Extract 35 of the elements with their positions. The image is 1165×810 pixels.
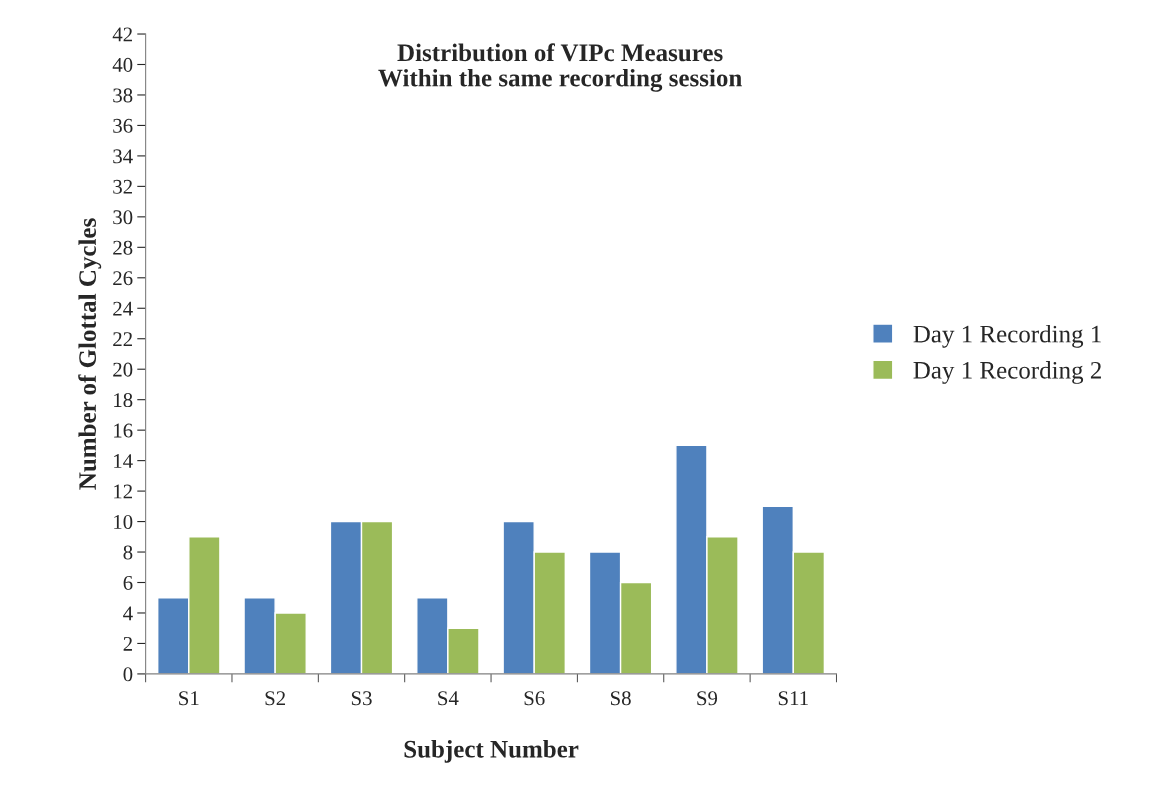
legend-label: Day 1 Recording 2 (913, 361, 1101, 384)
y-tick-label: 40 (112, 57, 133, 72)
y-tick-label: 18 (114, 393, 133, 408)
y-tick-label: 2 (123, 636, 132, 651)
y-axis-title: Number of Glottal Cycles (78, 218, 102, 490)
y-tick-label: 8 (123, 545, 133, 560)
y-tick-label: 16 (114, 423, 133, 438)
x-tick-label: S9 (697, 691, 718, 706)
y-tick-label: 6 (123, 575, 133, 590)
y-tick-label: 12 (114, 484, 132, 499)
y-tick-label: 10 (114, 514, 133, 529)
y-tick-label: 38 (113, 88, 133, 103)
legend-label: Day 1 Recording 1 (913, 324, 1101, 348)
x-axis-title: Subject Number (404, 740, 579, 763)
y-tick-label: 20 (113, 362, 133, 377)
x-tick-label: S3 (351, 691, 372, 706)
y-tick-label: 32 (113, 179, 132, 194)
y-tick-label: 22 (113, 332, 132, 346)
y-tick-label: 42 (112, 27, 132, 42)
y-tick-label: 36 (113, 118, 133, 133)
x-tick-label: S6 (524, 691, 545, 706)
y-tick-label: 14 (114, 454, 133, 468)
x-tick-label: S11 (778, 691, 808, 706)
x-tick-label: S8 (610, 691, 631, 706)
text: Distribution of VIPc Measures Within the same recording session (378, 43, 742, 92)
y-tick-label: 4 (123, 606, 133, 621)
y-tick-label: 34 (113, 149, 133, 164)
x-tick-label: S4 (438, 691, 459, 706)
x-tick-label: S1 (179, 691, 199, 706)
y-tick-label: 24 (113, 301, 133, 316)
y-tick-label: 0 (123, 667, 133, 682)
y-tick-label: 30 (113, 210, 133, 225)
y-tick-label: 26 (113, 271, 133, 286)
y-tick-label: 28 (113, 240, 133, 255)
x-tick-label: S2 (265, 691, 286, 706)
